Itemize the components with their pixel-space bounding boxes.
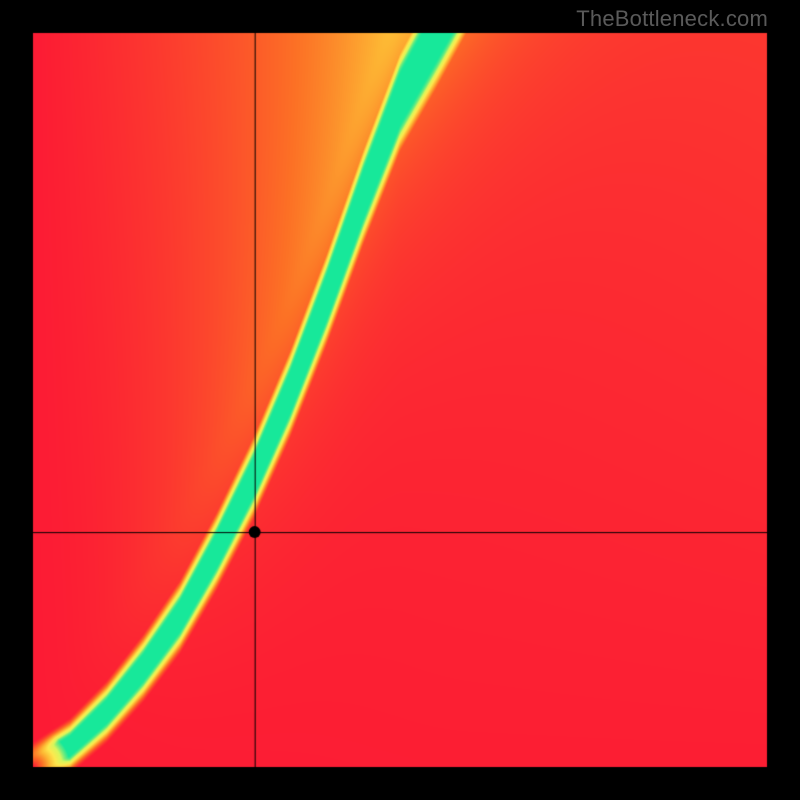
chart-container: TheBottleneck.com (0, 0, 800, 800)
watermark-text: TheBottleneck.com (576, 6, 768, 32)
bottleneck-heatmap (0, 0, 800, 800)
